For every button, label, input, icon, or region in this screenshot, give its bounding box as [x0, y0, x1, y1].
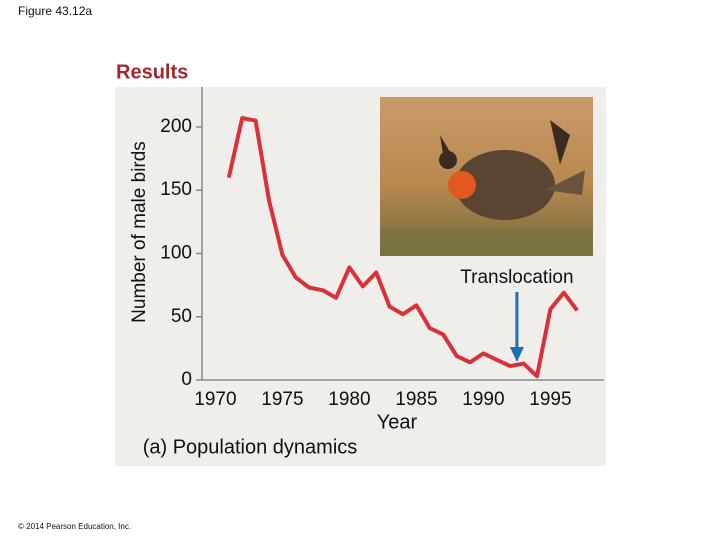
annotation-arrowhead [509, 347, 524, 362]
x-tick-label: 1970 [194, 389, 236, 410]
y-axis-label: Number of male birds [129, 141, 150, 323]
y-tick-label: 100 [160, 242, 192, 263]
y-tick-label: 200 [160, 116, 192, 137]
data-line [226, 116, 579, 379]
copyright: © 2014 Pearson Education, Inc. [18, 522, 131, 531]
y-tick-label: 150 [160, 179, 192, 200]
photo [380, 97, 593, 256]
annotation-label: Translocation [460, 267, 573, 288]
x-tick-label: 1975 [261, 389, 303, 410]
x-tick-label: 1995 [529, 389, 571, 410]
x-axis-label: Year [377, 411, 418, 433]
caption: (a) Population dynamics [143, 436, 358, 458]
heading: Results [116, 61, 188, 83]
y-tick-label: 50 [171, 306, 192, 327]
x-tick-label: 1990 [462, 389, 504, 410]
x-tick-label: 1980 [328, 389, 370, 410]
y-tick-label: 0 [181, 369, 192, 390]
x-tick-label: 1985 [395, 389, 437, 410]
figure-label: Figure 43.12a [18, 4, 92, 18]
